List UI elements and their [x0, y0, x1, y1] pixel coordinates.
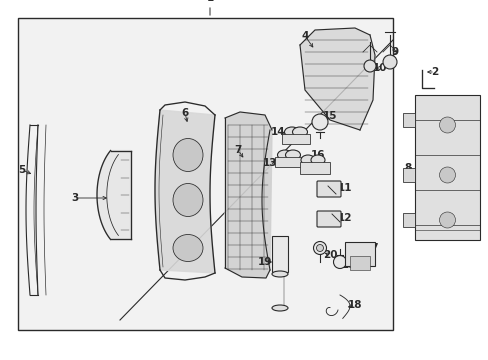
Bar	[274, 157, 303, 167]
Text: 9: 9	[390, 47, 398, 57]
Ellipse shape	[363, 60, 375, 72]
Text: 11: 11	[337, 183, 351, 193]
Text: 14: 14	[270, 127, 285, 137]
Text: 21: 21	[340, 260, 354, 270]
Ellipse shape	[277, 150, 292, 160]
Ellipse shape	[316, 244, 323, 252]
Text: 8: 8	[404, 163, 411, 173]
Polygon shape	[224, 112, 271, 278]
Bar	[402, 213, 414, 227]
Bar	[299, 162, 329, 174]
FancyBboxPatch shape	[316, 181, 340, 197]
Bar	[402, 168, 414, 182]
Bar	[349, 256, 369, 270]
Polygon shape	[97, 150, 130, 239]
Text: 2: 2	[430, 67, 438, 77]
Ellipse shape	[301, 155, 314, 165]
Bar	[282, 134, 309, 144]
Ellipse shape	[333, 256, 346, 269]
Text: 3: 3	[71, 193, 79, 203]
Ellipse shape	[173, 234, 203, 261]
Ellipse shape	[310, 155, 325, 165]
Text: 15: 15	[322, 111, 337, 121]
Bar	[18, 18, 392, 330]
Text: 16: 16	[310, 150, 325, 160]
Polygon shape	[299, 28, 374, 130]
Text: 5: 5	[19, 165, 25, 175]
Text: 18: 18	[347, 300, 362, 310]
Ellipse shape	[271, 271, 287, 277]
Circle shape	[439, 212, 454, 228]
Bar	[402, 113, 414, 127]
Ellipse shape	[313, 242, 326, 255]
FancyBboxPatch shape	[316, 211, 340, 227]
Bar	[271, 236, 287, 272]
Text: 4: 4	[301, 31, 308, 41]
Ellipse shape	[382, 55, 396, 69]
Bar	[345, 242, 374, 266]
Ellipse shape	[285, 150, 300, 160]
Text: 1: 1	[206, 0, 213, 3]
Text: 19: 19	[257, 257, 272, 267]
Ellipse shape	[284, 127, 299, 137]
Text: 10: 10	[372, 63, 386, 73]
Ellipse shape	[173, 139, 203, 171]
Text: 7: 7	[234, 145, 241, 155]
Text: 13: 13	[262, 158, 277, 168]
Text: 6: 6	[181, 108, 188, 118]
Bar	[414, 95, 479, 240]
Ellipse shape	[292, 127, 307, 137]
Ellipse shape	[311, 114, 327, 130]
Text: 20: 20	[322, 250, 337, 260]
Text: 12: 12	[337, 213, 351, 223]
Polygon shape	[155, 110, 215, 273]
Ellipse shape	[271, 305, 287, 311]
Circle shape	[439, 167, 454, 183]
Text: 17: 17	[364, 243, 379, 253]
Ellipse shape	[173, 184, 203, 216]
Circle shape	[439, 117, 454, 133]
